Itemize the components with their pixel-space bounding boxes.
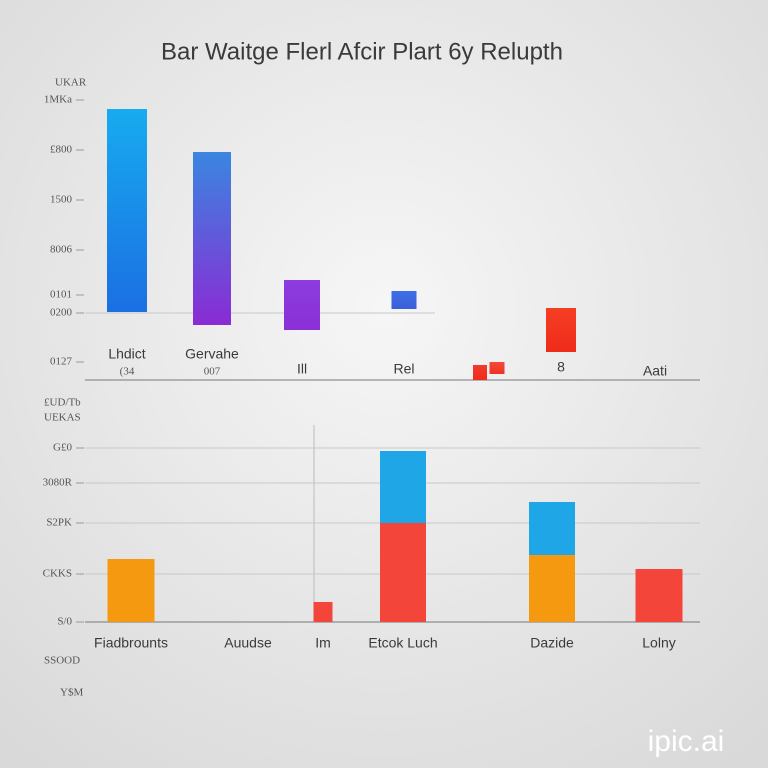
y-tick-label: 0101 <box>50 289 72 301</box>
y-axis-title: UKAR <box>55 77 87 89</box>
x-tick-label: Im <box>315 635 331 651</box>
x-tick-label: Ill <box>297 361 307 377</box>
x-tick-label: Auudse <box>224 635 272 651</box>
x-tick-label: Rel <box>393 361 414 377</box>
bar <box>391 291 417 309</box>
x-tick-sublabel: 007 <box>204 366 221 378</box>
x-tick-label: Dazide <box>530 635 574 651</box>
x-tick-sublabel: (34 <box>120 366 135 378</box>
x-tick-label: Fiadbrounts <box>94 635 168 651</box>
bar <box>284 280 320 330</box>
y-tick-label: 1500 <box>50 194 73 206</box>
bar-segment <box>313 602 333 622</box>
bar-segment <box>107 559 155 622</box>
bar <box>473 365 487 380</box>
x-tick-label: Lolny <box>642 635 675 651</box>
bar <box>107 109 147 312</box>
y-tick-label: 0200 <box>50 307 73 319</box>
annotation: Y$M <box>60 687 83 699</box>
bar-segment <box>529 555 575 622</box>
annotation: SSOOD <box>44 655 80 667</box>
watermark: ipic.ai <box>648 725 725 758</box>
x-tick-label: Aati <box>643 363 667 379</box>
y-axis-title: UEKAS <box>44 412 81 424</box>
y-tick-label: S/0 <box>57 616 72 628</box>
y-tick-label: CKKS <box>43 568 72 580</box>
y-tick-label: 0127 <box>50 356 73 368</box>
bar <box>489 362 505 374</box>
chart-title: Bar Waitge Flerl Afcir Plart 6y Relupth <box>161 38 563 65</box>
x-tick-label: Gervahe <box>185 346 239 362</box>
y-tick-label: G£0 <box>53 442 72 454</box>
x-tick-label: 8 <box>557 359 565 375</box>
y-tick-label: 1MKa <box>44 94 72 106</box>
y-axis-title: £UD/Tb <box>44 397 81 409</box>
bar <box>546 308 576 352</box>
bar-segment <box>380 523 426 622</box>
bar-segment <box>635 569 683 622</box>
bar-segment <box>529 502 575 555</box>
bar <box>193 152 231 325</box>
y-tick-label: 3080R <box>43 477 73 489</box>
x-tick-label: Lhdict <box>108 346 145 362</box>
x-tick-label: Etcok Luch <box>368 635 437 651</box>
bar-segment <box>380 451 426 523</box>
y-tick-label: 8006 <box>50 244 73 256</box>
y-tick-label: S2PK <box>46 517 72 529</box>
y-tick-label: £800 <box>50 144 73 156</box>
